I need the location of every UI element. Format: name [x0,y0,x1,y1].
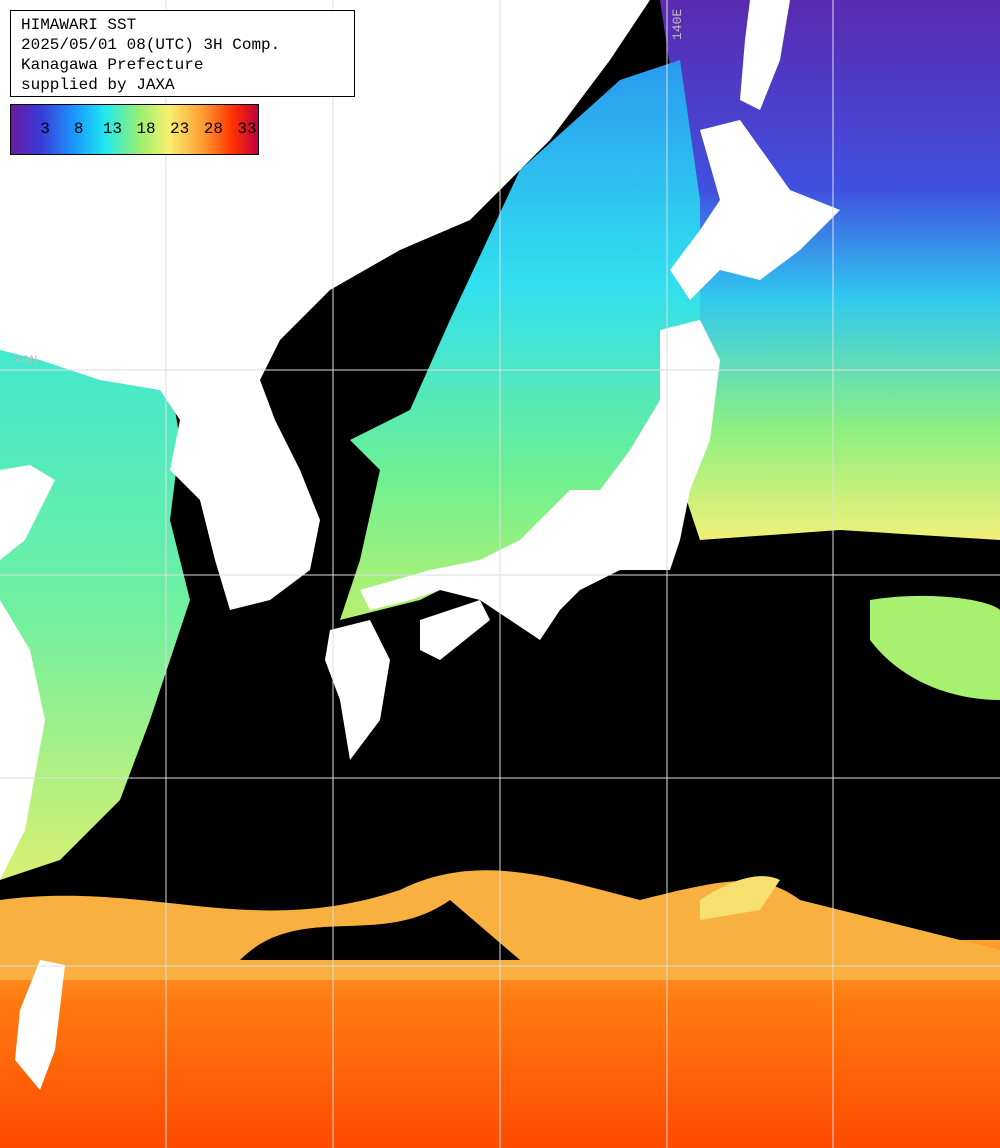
coast [0,465,55,560]
colorbar-tick: 8 [73,120,84,138]
latitude-label: 40N [14,353,38,368]
title-line: Kanagawa Prefecture [21,56,204,74]
sea-patch [870,595,1000,700]
longitude-label: 140E [670,8,685,40]
east-china-sea [0,340,190,880]
colorbar-tick: 28 [203,120,223,138]
title-line: HIMAWARI SST [21,16,137,34]
kyushu [325,620,390,760]
island [398,127,426,163]
color-bar: 3 8 13 18 23 28 33 [10,104,259,155]
colorbar-tick: 13 [102,120,122,138]
colorbar-tick: 33 [237,120,257,138]
colorbar-tick: 3 [40,120,50,138]
cloud [240,900,520,960]
title-line: supplied by JAXA [21,76,175,94]
taiwan [15,960,65,1090]
colorbar-tick: 23 [170,120,190,138]
coast [0,600,45,880]
hokkaido [670,120,840,300]
title-line: 2025/05/01 08(UTC) 3H Comp. [21,36,281,54]
honshu [360,320,720,640]
shikoku [420,600,490,660]
title-box: HIMAWARI SST 2025/05/01 08(UTC) 3H Comp. K… [10,10,355,97]
sakhalin [740,0,790,110]
colorbar-tick: 18 [136,120,156,138]
sea-patch [700,876,780,920]
